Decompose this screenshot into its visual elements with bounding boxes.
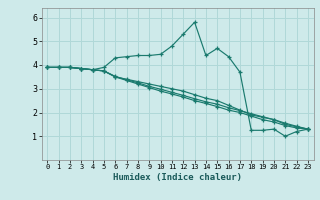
X-axis label: Humidex (Indice chaleur): Humidex (Indice chaleur) (113, 173, 242, 182)
